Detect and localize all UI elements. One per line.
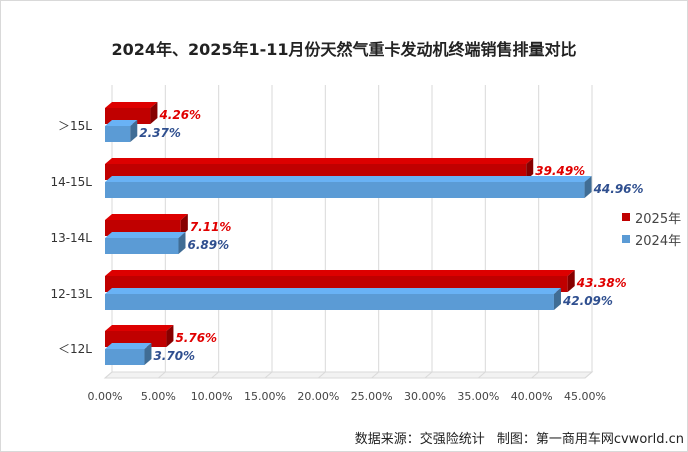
x-tick-label: 0.00% — [88, 390, 123, 403]
bar-2025-side — [150, 102, 158, 124]
x-tick-label: 20.00% — [297, 390, 339, 403]
data-label-2025: 39.49% — [535, 164, 585, 178]
x-tick-label: 35.00% — [457, 390, 499, 403]
legend-swatch-2025 — [622, 213, 630, 221]
bar-2025-top — [105, 270, 575, 276]
chart-title: 2024年、2025年1-11月份天然气重卡发动机终端销售排量对比 — [111, 40, 577, 59]
legend-item-2025: 2025年 — [622, 206, 681, 228]
chart-floor — [103, 371, 594, 379]
bar-2024-top — [105, 343, 152, 349]
data-label-2024: 2.37% — [139, 126, 181, 140]
x-tick-label: 10.00% — [191, 390, 233, 403]
bar-2024-side — [178, 232, 186, 254]
x-tick-label: 15.00% — [244, 390, 286, 403]
legend: 2025年 2024年 — [622, 206, 681, 250]
bar-2025-top — [105, 158, 534, 164]
bar-2024 — [105, 126, 131, 142]
gridline-floor — [318, 371, 326, 379]
bar-2024-side — [584, 176, 592, 198]
gridline-floor — [371, 371, 379, 379]
bar-2024-top — [105, 232, 186, 238]
bar-2024 — [105, 294, 554, 310]
y-category-label: 14-15L — [50, 175, 92, 189]
x-tick-label: 25.00% — [351, 390, 393, 403]
bar-2025-top — [105, 325, 174, 331]
bar-2024-side — [130, 120, 138, 142]
x-tick-label: 40.00% — [511, 390, 553, 403]
bar-2025-side — [166, 325, 174, 347]
bar-2024 — [105, 238, 179, 254]
data-label-2025: 5.76% — [175, 331, 217, 345]
data-label-2025: 4.26% — [158, 108, 201, 122]
x-tick-label: 45.00% — [564, 390, 606, 403]
gridline-floor — [264, 371, 273, 379]
data-label-2025: 43.38% — [576, 276, 627, 290]
gridline-floor — [531, 371, 539, 379]
bar-2025-side — [567, 270, 575, 292]
data-label-2024: 6.89% — [187, 238, 229, 252]
bar-2025-side — [180, 214, 188, 236]
y-category-label: 12-13L — [50, 287, 92, 301]
data-label-2024: 3.70% — [153, 349, 195, 363]
bar-2024-top — [105, 288, 561, 294]
bar-2024-side — [144, 343, 152, 365]
gridline-floor — [211, 371, 219, 379]
bar-2025-top — [105, 214, 188, 220]
gridline-floor — [104, 371, 113, 379]
y-category-label: ＞15L — [58, 119, 92, 133]
source-note: 数据来源：交强险统计 制图：第一商用车网cvworld.cn — [300, 428, 684, 447]
data-label-2024: 44.96% — [593, 182, 644, 196]
x-tick-label: 30.00% — [404, 390, 446, 403]
gridline-floor — [424, 371, 433, 379]
gridline-floor — [158, 371, 166, 379]
gridline-floor — [478, 371, 486, 379]
bar-2024 — [105, 349, 145, 365]
data-label-2025: 7.11% — [190, 220, 232, 234]
y-category-label: ＜12L — [58, 342, 92, 356]
bar-2025-side — [526, 158, 534, 180]
bar-2024 — [105, 182, 585, 198]
legend-label-2024: 2024年 — [635, 233, 682, 249]
bar-2025-top — [105, 102, 158, 108]
bar-2024-side — [553, 288, 561, 310]
x-tick-label: 5.00% — [141, 390, 176, 403]
legend-label-2025: 2025年 — [635, 211, 682, 227]
data-label-2024: 42.09% — [562, 294, 613, 308]
credit-text: 制图：第一商用车网cvworld.cn — [496, 432, 684, 447]
bar-2024-top — [105, 120, 138, 126]
gridline-floor — [584, 371, 593, 379]
y-category-label: 13-14L — [50, 231, 92, 245]
data-source-text: 数据来源：交强险统计 — [354, 432, 485, 447]
legend-item-2024: 2024年 — [622, 228, 681, 250]
legend-swatch-2024 — [622, 235, 630, 243]
bar-2024-top — [105, 176, 592, 182]
